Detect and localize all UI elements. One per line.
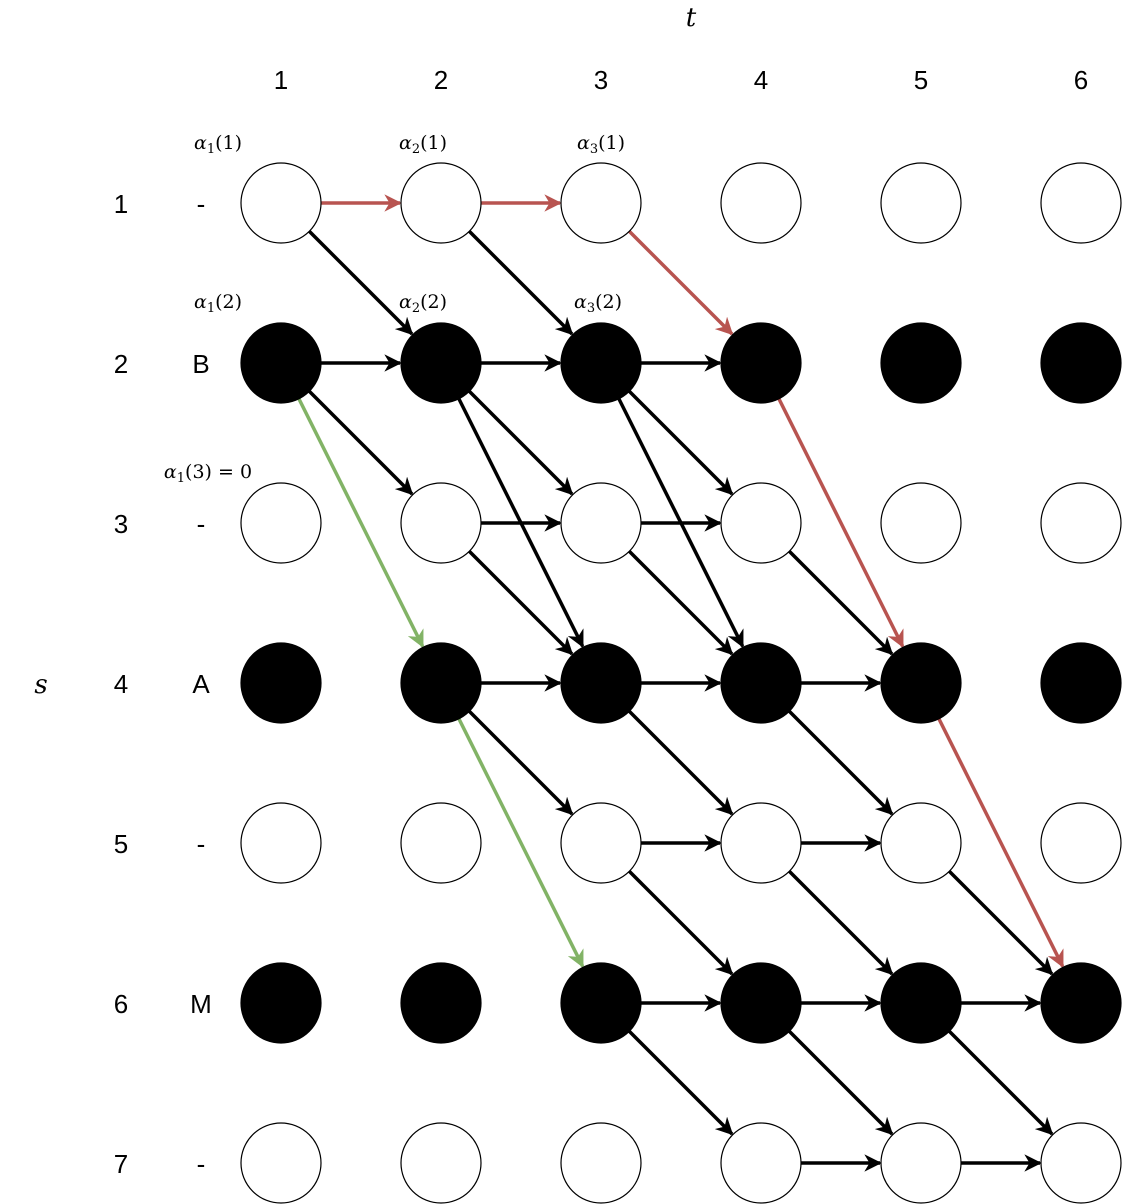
alpha-annotation: α3(2)	[574, 291, 622, 316]
red-path-arrow	[777, 397, 905, 648]
trellis-nodes	[240, 162, 1122, 1204]
empty-node	[400, 482, 482, 564]
filled-node	[560, 642, 642, 724]
transition-arrow	[788, 1030, 894, 1136]
transition-arrow	[628, 710, 734, 816]
empty-node	[560, 482, 642, 564]
time-step-4: 4	[754, 65, 768, 95]
empty-node	[240, 802, 322, 884]
empty-node	[1040, 482, 1122, 564]
empty-node	[1040, 802, 1122, 884]
t-axis-label: t	[686, 3, 697, 33]
empty-node	[1040, 162, 1122, 244]
empty-node	[720, 1122, 802, 1204]
green-path-arrow	[457, 717, 585, 968]
transition-arrow	[468, 230, 574, 336]
alpha-annotation: α2(2)	[399, 291, 447, 316]
filled-node	[720, 642, 802, 724]
filled-node	[880, 322, 962, 404]
empty-node	[240, 482, 322, 564]
time-step-headers: 1 2 3 4 5 6	[274, 65, 1088, 95]
filled-node	[720, 962, 802, 1044]
state-index-2: 2	[114, 349, 128, 379]
time-step-5: 5	[914, 65, 928, 95]
filled-node	[560, 322, 642, 404]
state-symbol-7: -	[197, 1149, 206, 1179]
alpha-annotation: α1(1)	[194, 132, 242, 157]
green-path-arrow	[297, 397, 425, 648]
filled-node	[880, 962, 962, 1044]
transition-arrow	[628, 870, 734, 976]
filled-node	[400, 962, 482, 1044]
transition-arrow	[788, 710, 894, 816]
filled-node	[880, 642, 962, 724]
state-symbol-4: A	[192, 669, 210, 699]
empty-node	[560, 162, 642, 244]
state-index-6: 6	[114, 989, 128, 1019]
filled-node	[1040, 322, 1122, 404]
alpha-annotation: α1(2)	[194, 291, 242, 316]
empty-node	[400, 1122, 482, 1204]
transition-arrow	[468, 710, 574, 816]
filled-node	[240, 962, 322, 1044]
empty-node	[880, 1122, 962, 1204]
red-path-arrow	[937, 717, 1065, 968]
state-symbol-1: -	[197, 189, 206, 219]
transition-arrow	[468, 550, 574, 656]
time-step-2: 2	[434, 65, 448, 95]
empty-node	[240, 1122, 322, 1204]
empty-node	[560, 802, 642, 884]
alpha-annotations: α1(1) α2(1) α3(1) α1(2) α2(2) α3(2) α1(3…	[164, 132, 625, 486]
transition-arrow	[788, 550, 894, 656]
filled-node	[240, 322, 322, 404]
empty-node	[720, 802, 802, 884]
transition-arrow	[628, 390, 734, 496]
empty-node	[880, 482, 962, 564]
alpha-annotation: α3(1)	[577, 132, 625, 157]
empty-node	[1040, 1122, 1122, 1204]
filled-node	[1040, 962, 1122, 1044]
filled-node	[240, 642, 322, 724]
empty-node	[720, 482, 802, 564]
transition-arrow	[628, 550, 734, 656]
state-symbol-3: -	[197, 509, 206, 539]
s-axis-label: s	[34, 670, 47, 700]
transition-arrow	[788, 870, 894, 976]
filled-node	[400, 642, 482, 724]
empty-node	[560, 1122, 642, 1204]
state-index-5: 5	[114, 829, 128, 859]
state-index-4: 4	[114, 669, 128, 699]
empty-node	[400, 162, 482, 244]
state-headers: 1 2 3 4 5 6 7 - B - A - M -	[114, 189, 212, 1179]
time-step-3: 3	[594, 65, 608, 95]
empty-node	[720, 162, 802, 244]
empty-node	[880, 162, 962, 244]
transition-arrow	[948, 1030, 1054, 1136]
empty-node	[240, 162, 322, 244]
transition-arrow	[468, 390, 574, 496]
filled-node	[400, 322, 482, 404]
state-symbol-2: B	[192, 349, 209, 379]
empty-node	[880, 802, 962, 884]
time-step-1: 1	[274, 65, 288, 95]
transition-arrow	[628, 1030, 734, 1136]
transition-arrow	[308, 230, 414, 336]
filled-node	[1040, 642, 1122, 724]
transition-arrow	[308, 390, 414, 496]
state-symbol-6: M	[190, 989, 212, 1019]
state-index-7: 7	[114, 1149, 128, 1179]
state-symbol-5: -	[197, 829, 206, 859]
filled-node	[720, 322, 802, 404]
transition-edges	[297, 194, 1065, 1172]
empty-node	[400, 802, 482, 884]
time-step-6: 6	[1074, 65, 1088, 95]
alpha-annotation: α1(3) = 0	[164, 461, 252, 486]
filled-node	[560, 962, 642, 1044]
state-index-3: 3	[114, 509, 128, 539]
state-index-1: 1	[114, 189, 128, 219]
red-path-arrow	[628, 230, 734, 336]
transition-arrow	[948, 870, 1054, 976]
alpha-annotation: α2(1)	[399, 132, 447, 157]
